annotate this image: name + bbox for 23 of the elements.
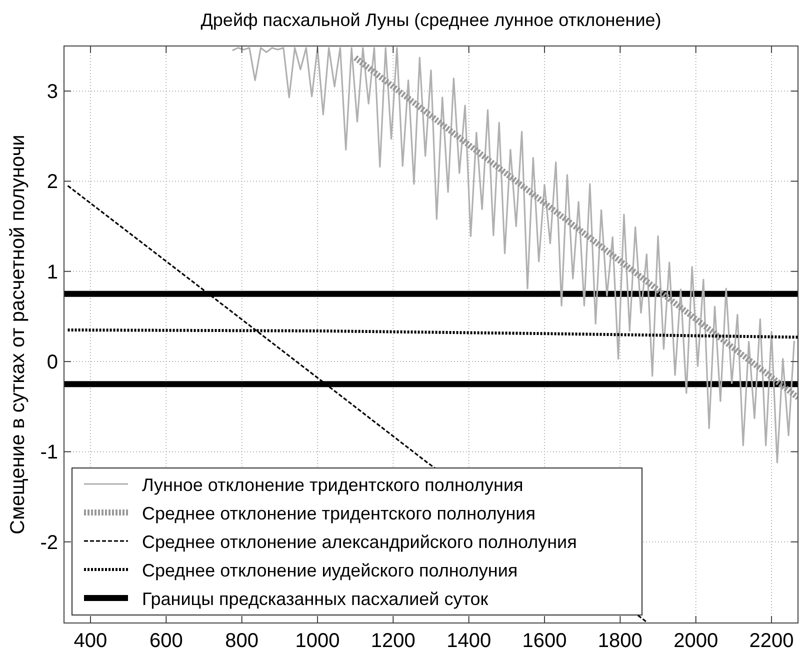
x-tick-label: 1600 — [522, 630, 567, 652]
x-tick-label: 1800 — [598, 630, 642, 652]
y-tick-label: -2 — [40, 532, 58, 554]
x-tick-label: 2200 — [749, 630, 794, 652]
y-tick-label: 2 — [46, 171, 58, 194]
x-tick-label: 800 — [225, 630, 259, 652]
y-tick-label: 1 — [46, 261, 58, 284]
y-tick-label: 0 — [46, 352, 58, 374]
legend-label: Среднее отклонение александрийского полнолуния — [142, 532, 577, 552]
y-tick-label: -1 — [40, 442, 58, 464]
x-tick-label: 400 — [74, 630, 108, 652]
chart-title: Дрейф пасхальной Луны (среднее лунное отклонение) — [200, 10, 662, 30]
legend-label: Лунное отклонение тридентского полнолуния — [142, 475, 524, 495]
legend-label: Границы предсказанных пасхалией суток — [142, 589, 488, 609]
x-tick-label: 600 — [149, 630, 183, 652]
x-tick-label: 2000 — [674, 630, 718, 652]
x-tick-label: 1400 — [446, 630, 492, 652]
legend-label: Среднее отклонение иудейского полнолуния — [142, 560, 518, 580]
y-tick-label: 3 — [46, 81, 58, 104]
x-tick-label: 1200 — [370, 630, 416, 652]
x-tick-label: 1000 — [295, 630, 340, 652]
y-axis-title: Смещение в сутках от расчетной полуночи — [7, 134, 29, 534]
legend-label: Среднее отклонение тридентского полнолуния — [142, 504, 536, 524]
